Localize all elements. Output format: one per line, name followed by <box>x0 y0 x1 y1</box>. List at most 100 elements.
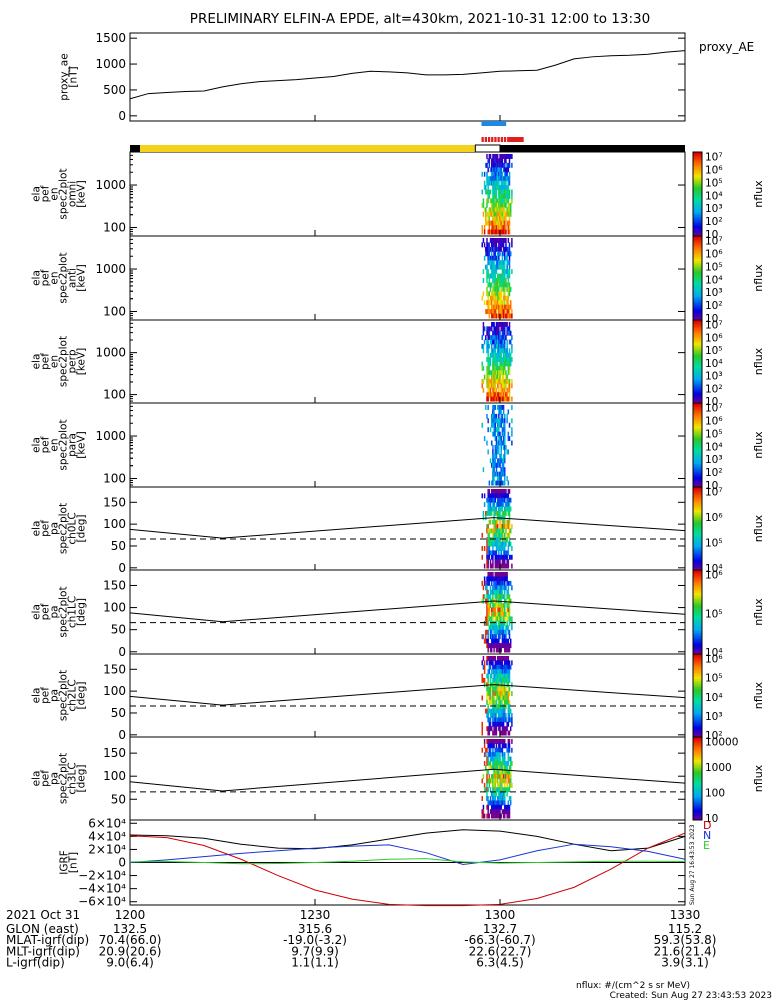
spectrogram-cell <box>506 673 508 679</box>
spectrogram-cell <box>492 278 494 283</box>
spectrogram-cell <box>495 532 498 538</box>
spectrogram-cell <box>499 559 501 565</box>
colorbar-cell <box>693 179 702 182</box>
colorbar-cell <box>693 242 702 245</box>
colorbar-cell <box>693 168 702 172</box>
spectrogram-cell <box>493 229 495 235</box>
spectrogram-cell <box>492 396 494 402</box>
colorbar-cell <box>693 294 702 298</box>
spectrogram-cell <box>496 686 499 692</box>
colorbar-cell <box>693 528 702 532</box>
spectrogram-cell <box>506 207 508 213</box>
spectrogram-cell <box>508 286 511 292</box>
panel-ch1LC: 050100150elapefpaspec2plotch1LC[deg]10⁴1… <box>31 569 765 659</box>
spectrogram-cell <box>501 769 504 775</box>
spectrogram-cell <box>489 387 492 393</box>
spectrogram-cell <box>486 198 488 204</box>
spectrogram-cell <box>493 612 495 617</box>
spectrogram-cell <box>501 489 504 494</box>
spectrogram-cell <box>508 220 511 226</box>
spectrogram-cell <box>492 471 494 477</box>
spectrogram-cell <box>506 304 508 310</box>
spectrogram-cell <box>489 309 492 315</box>
spectrogram-cell <box>485 747 487 753</box>
spectrogram-cell <box>496 229 499 235</box>
spectrogram-cell <box>495 365 498 371</box>
spectrogram-cell <box>496 800 499 806</box>
spectrogram-cell <box>499 374 501 380</box>
spectrogram-cell <box>506 774 508 779</box>
colorbar-cell <box>693 261 702 264</box>
spectrogram-cell <box>496 198 499 204</box>
spectrogram-cell <box>487 554 489 560</box>
spectrogram-cell <box>489 396 492 402</box>
spectrogram-cell <box>501 260 504 266</box>
spectrogram-cell <box>507 721 510 727</box>
spectrogram-cell <box>509 782 512 788</box>
spectrogram-cell <box>483 580 486 586</box>
spectrogram-cell <box>492 669 494 675</box>
colorbar-cell <box>693 225 702 229</box>
spectrogram-cell <box>493 686 495 692</box>
spectrogram-cell <box>493 699 495 705</box>
spectrogram-cell <box>499 251 501 257</box>
spectrogram-cell <box>488 326 491 332</box>
spectrogram-cell <box>493 673 495 679</box>
spectrogram-cell <box>498 436 500 442</box>
colorbar-cell <box>693 265 702 268</box>
spectrogram-cell <box>490 656 493 661</box>
ephem-label: MLT-igrf(dip) <box>6 944 80 958</box>
spectrogram-cell <box>487 550 489 556</box>
colorbar-tick-label: 10⁴ <box>705 358 723 370</box>
spectrogram-cell <box>487 528 489 534</box>
spectrogram-cell <box>511 154 513 159</box>
colorbar-cell <box>693 495 702 498</box>
spectrogram-cell <box>494 194 497 199</box>
spectrogram-cell <box>498 260 500 266</box>
colorbar-cell <box>693 411 702 414</box>
spectrogram-cell <box>500 471 502 477</box>
spectrogram-cell <box>508 629 511 635</box>
spectrogram-cell <box>504 379 506 384</box>
spectrogram-cell <box>495 726 498 732</box>
spectrogram-cell <box>500 242 502 248</box>
spectrogram-cell <box>489 713 492 718</box>
spectrogram-cell <box>485 309 487 315</box>
spectrogram-cell <box>486 370 488 376</box>
colorbar-cell <box>693 630 702 634</box>
spectrogram-cell <box>508 497 511 503</box>
colorbar-cell <box>693 616 702 619</box>
spectrogram-cell <box>500 760 502 766</box>
spectrogram-cell <box>490 739 493 744</box>
spectrogram-cell <box>493 524 495 529</box>
spectrogram-cell <box>504 330 506 336</box>
spectrogram-cell <box>489 747 492 753</box>
colorbar-cell <box>693 784 702 788</box>
spectrogram-cell <box>498 339 500 345</box>
spectrogram-cell <box>487 691 489 696</box>
spectrogram-cell <box>482 278 485 283</box>
spectrogram-cell <box>482 804 485 810</box>
colorbar-tick-label: 10⁷ <box>705 320 723 332</box>
spectrogram-cell <box>482 322 485 327</box>
spectrogram-cell <box>496 255 499 261</box>
colorbar-cell <box>693 759 702 763</box>
spectrogram-cell <box>499 524 501 529</box>
spectrogram-cell <box>489 458 492 464</box>
colorbar-cell <box>693 574 702 577</box>
spectrogram-cell <box>490 791 493 797</box>
spectrogram-cell <box>499 510 501 516</box>
spectrogram-cell <box>504 804 506 810</box>
spectrogram-cell <box>486 162 488 168</box>
y-label-line: [deg] <box>76 765 88 793</box>
spectrogram-cell <box>494 603 497 609</box>
spectrogram-cell <box>496 528 499 534</box>
spectrogram-cell <box>504 418 506 424</box>
colorbar-cell <box>693 219 702 222</box>
spectrogram-cell <box>494 278 497 283</box>
spectrogram-cell <box>490 629 493 635</box>
colorbar-cell <box>693 509 702 513</box>
spectrogram-cell <box>501 677 504 683</box>
spectrogram-cell <box>498 691 500 696</box>
spectrogram-cell <box>492 158 494 164</box>
